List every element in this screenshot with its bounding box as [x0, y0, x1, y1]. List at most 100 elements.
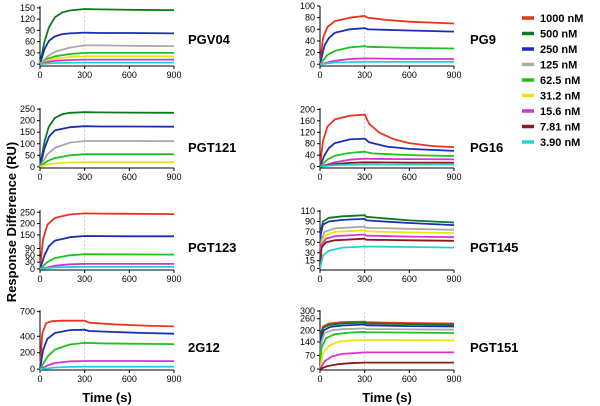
series-line [319, 61, 454, 66]
y-tick-label: 20 [305, 48, 315, 58]
series-line [39, 319, 175, 370]
series-line [319, 214, 455, 269]
x-tick-label: 0 [317, 172, 322, 182]
y-tick-label: 700 [20, 307, 35, 317]
y-tick-label: 15 [305, 256, 315, 266]
y-tick-label: 30 [305, 248, 315, 258]
series-line [319, 163, 454, 168]
panel-title: 2G12 [188, 340, 220, 355]
legend-label: 1000 nM [540, 13, 583, 25]
y-tick-label: 60 [25, 37, 35, 47]
y-tick-label: 200 [20, 348, 35, 358]
series-line [319, 137, 455, 167]
panel-title: PGT145 [470, 240, 518, 255]
y-tick-label: 40 [305, 150, 315, 160]
series-line [39, 52, 174, 65]
x-tick-label: 300 [77, 70, 92, 80]
y-tick-label: 100 [300, 1, 315, 11]
series-line [319, 323, 455, 370]
y-tick-label: 100 [20, 139, 35, 149]
series-line [319, 229, 455, 269]
panel-title: PG16 [470, 140, 503, 155]
series-line [319, 157, 455, 168]
series-line [39, 55, 174, 65]
x-tick-label: 0 [37, 70, 42, 80]
legend-label: 500 nM [540, 29, 577, 41]
x-tick-label: 900 [446, 274, 461, 284]
series-line [39, 328, 175, 370]
series-line [319, 351, 454, 370]
series-line [39, 365, 174, 371]
y-tick-label: 0 [30, 264, 35, 274]
x-tick-label: 900 [446, 172, 461, 182]
x-tick-label: 0 [37, 172, 42, 182]
x-axis-label-left: Time (s) [82, 390, 132, 405]
series-line [319, 327, 455, 370]
y-axis-label: Response Difference (RU) [4, 142, 19, 302]
y-tick-label: 0 [30, 162, 35, 172]
y-tick-label: 90 [25, 243, 35, 253]
x-tick-label: 300 [357, 274, 372, 284]
series-line [39, 111, 175, 167]
series-line [319, 225, 455, 269]
panel-title: PGT121 [188, 140, 236, 155]
x-tick-label: 300 [77, 274, 92, 284]
panel-title: PG9 [470, 32, 496, 47]
series-line [39, 61, 174, 65]
x-tick-label: 900 [166, 274, 181, 284]
series-line [319, 27, 455, 65]
series-line [39, 161, 174, 168]
y-tick-label: 70 [305, 350, 315, 360]
series-line [39, 58, 174, 65]
series-line [319, 233, 455, 269]
legend-label: 15.6 nM [540, 106, 580, 118]
series-line [319, 161, 454, 168]
y-tick-label: 150 [20, 127, 35, 137]
y-tick-label: 200 [20, 219, 35, 229]
y-tick-label: 0 [310, 162, 315, 172]
series-line [39, 265, 174, 270]
x-tick-label: 0 [37, 274, 42, 284]
y-tick-label: 300 [300, 306, 315, 316]
legend: 1000 nM 500 nM 250 nM 125 nM 62.5 nM 31.2 nM 1… [522, 13, 583, 149]
y-tick-label: 30 [25, 48, 35, 58]
x-tick-label: 600 [122, 274, 137, 284]
y-tick-label: 50 [25, 150, 35, 160]
y-tick-label: 30 [25, 257, 35, 267]
x-tick-label: 900 [446, 70, 461, 80]
series-line [39, 153, 174, 168]
series-line [39, 8, 175, 65]
series-line [39, 342, 175, 370]
y-tick-label: 0 [310, 59, 315, 69]
y-tick-label: 40 [305, 36, 315, 46]
y-tick-label: 200 [300, 325, 315, 335]
x-axis-label-right: Time (s) [362, 390, 412, 405]
y-tick-label: 260 [300, 314, 315, 324]
y-tick-label: 110 [301, 206, 315, 216]
x-tick-label: 0 [317, 70, 322, 80]
legend-label: 31.2 nM [540, 91, 580, 103]
series-line [319, 237, 455, 269]
series-line [319, 339, 455, 370]
x-tick-label: 300 [357, 374, 372, 384]
x-tick-label: 600 [402, 374, 417, 384]
series-line [39, 263, 174, 270]
x-tick-label: 600 [402, 274, 417, 284]
chart-panel: 0 200 400 700 0 300 600 900 2G12 [20, 307, 220, 384]
x-tick-label: 900 [166, 172, 181, 182]
y-tick-label: 0 [30, 364, 35, 374]
y-tick-label: 0 [30, 59, 35, 69]
x-tick-label: 300 [77, 172, 92, 182]
y-tick-label: 200 [300, 104, 315, 114]
x-tick-label: 0 [37, 374, 42, 384]
y-tick-label: 60 [305, 24, 315, 34]
series-line [319, 321, 455, 370]
y-tick-label: 0 [310, 263, 315, 273]
series-line [39, 140, 175, 168]
legend-label: 62.5 nM [540, 75, 580, 87]
